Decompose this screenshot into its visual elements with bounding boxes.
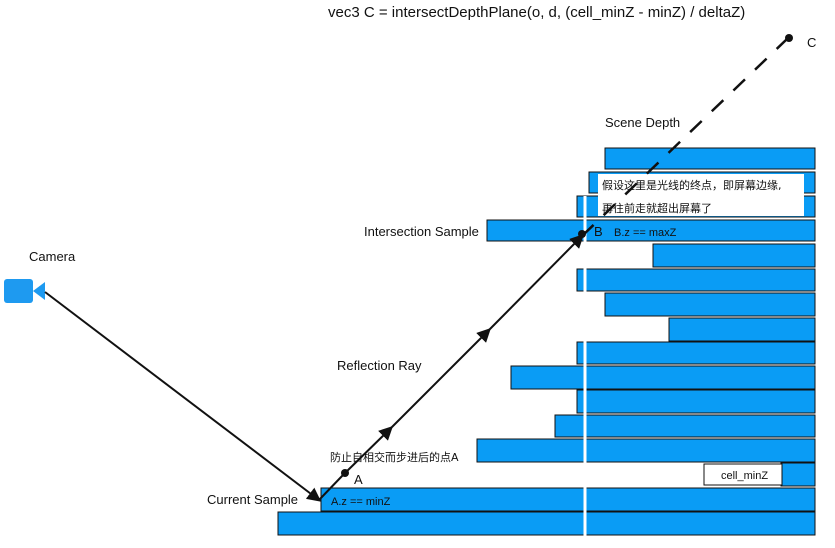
depth-bar (668, 317, 816, 342)
note-background (598, 174, 804, 216)
cell-minz-box (703, 463, 783, 486)
depth-bar (604, 147, 816, 170)
point-a-marker (341, 469, 349, 477)
reflection-ray-segment (318, 474, 344, 501)
reflection-ray-segment (342, 426, 394, 476)
current-sample-label: Current Sample (207, 492, 298, 507)
formula-text: vec3 C = intersectDepthPlane(o, d, (cell… (328, 4, 745, 21)
depth-bar (476, 438, 816, 463)
depth-bar (510, 365, 816, 390)
point-b-label: B (594, 224, 603, 239)
camera-icon (4, 279, 45, 303)
point-a-label: A (354, 472, 363, 487)
depth-bar (576, 341, 816, 365)
offset-note-label: 防止自相交而步进后的点A (330, 450, 459, 464)
intersection-sample-label: Intersection Sample (364, 224, 479, 239)
depth-bar (320, 487, 816, 512)
screen-edge-note-line2: 再往前走就超出屏幕了 (602, 201, 712, 215)
point-c-marker (785, 34, 793, 42)
depth-bar (604, 292, 816, 317)
b-condition-label: B.z == maxZ (614, 227, 677, 239)
depth-bar (554, 414, 816, 438)
camera-label: Camera (29, 249, 76, 264)
depth-bar (277, 511, 816, 536)
reflection-ray-segment (488, 234, 584, 331)
screen-edge-note-line1: 假设这里是光线的终点，即屏幕边缘, (602, 178, 782, 192)
scene-depth-bars (277, 147, 816, 536)
depth-bar (652, 243, 816, 268)
cell-minz-label: cell_minZ (721, 470, 768, 482)
point-c-label: C (807, 35, 816, 50)
depth-bar (576, 389, 816, 414)
reflection-ray-segment (390, 328, 491, 429)
point-b-marker (578, 230, 586, 238)
depth-bar (486, 219, 816, 242)
a-condition-label: A.z == minZ (331, 496, 391, 508)
scene-depth-label: Scene Depth (605, 115, 680, 130)
depth-bar (780, 462, 816, 487)
camera-ray (44, 291, 322, 502)
depth-bar (576, 268, 816, 292)
reflection-ray-label: Reflection Ray (337, 358, 422, 373)
